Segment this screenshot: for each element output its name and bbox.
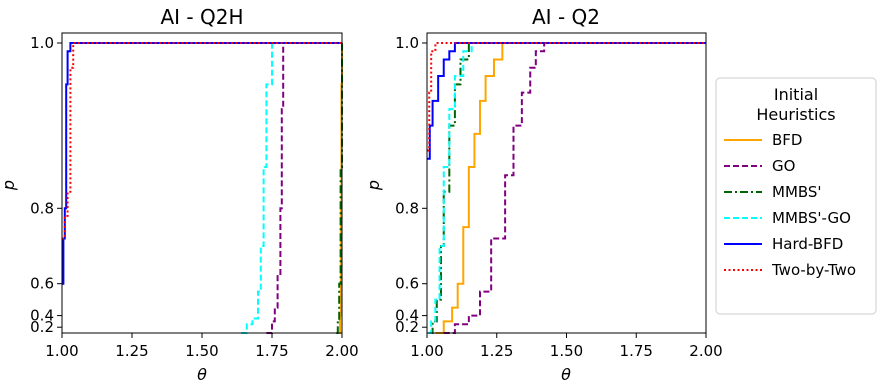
legend-label-two-by-two: Two-by-Two <box>771 261 856 279</box>
x-tick-label: 1.00 <box>410 342 443 360</box>
panel-ai-q2: AI - Q2 1.00 1.25 1.50 1.75 2.00 0.20.4 0.6 0.8… <box>364 5 723 384</box>
series-line-hard-bfd <box>427 42 706 160</box>
legend-box <box>715 77 877 315</box>
legend-title-line1: Initial <box>774 85 818 104</box>
panel-ai-q2h: AI - Q2H 1.00 1.25 1.50 1.75 2.00 0.20.4 0.6 0.… <box>0 5 359 384</box>
x-axis-label: θ <box>561 365 571 384</box>
series-line-two-by-two <box>427 42 706 152</box>
legend: Initial Heuristics BFD GO MMBS' MMBS'-GO Har… <box>715 77 877 315</box>
y-axis-label: p <box>364 180 383 191</box>
y-tick-label: 0.2 <box>395 318 419 336</box>
series-layer <box>62 42 343 334</box>
x-tick-label: 2.00 <box>689 342 722 360</box>
ticks-layer: 1.00 1.25 1.50 1.75 2.00 0.20.4 0.6 0.8 1.0 <box>395 34 723 360</box>
chart-title: AI - Q2H <box>160 5 243 29</box>
x-tick-label: 1.25 <box>115 342 148 360</box>
legend-label-bfd: BFD <box>772 131 802 149</box>
x-tick-label: 1.25 <box>480 342 513 360</box>
y-tick-label: 0.4 <box>30 307 54 325</box>
y-tick-label: 0.6 <box>395 275 419 293</box>
x-tick-label: 1.50 <box>550 342 583 360</box>
y-tick-label: 0.6 <box>30 275 54 293</box>
legend-label-mmbs: MMBS' <box>772 183 822 201</box>
y-axis-label: p <box>0 180 18 191</box>
series-line-bfd <box>435 42 706 334</box>
series-line-two-by-two <box>62 42 342 240</box>
y-tick-label: 1.0 <box>30 34 54 52</box>
x-tick-label: 1.75 <box>255 342 288 360</box>
series-line-go <box>443 42 706 334</box>
legend-label-go: GO <box>772 157 795 175</box>
legend-items: BFD GO MMBS' MMBS'-GO Hard-BFD Two-by-Two <box>724 131 856 279</box>
series-line-hard-bfd <box>62 42 342 285</box>
y-tick-label: 0.2 <box>30 318 54 336</box>
series-line-go <box>266 42 342 334</box>
x-tick-label: 1.75 <box>620 342 653 360</box>
legend-title-line2: Heuristics <box>756 105 835 124</box>
y-tick-label: 0.8 <box>395 199 419 217</box>
x-axis-label: θ <box>197 365 207 384</box>
y-tick-label: 0.4 <box>395 307 419 325</box>
series-line-mmbs-go <box>428 42 706 334</box>
x-tick-label: 1.50 <box>185 342 218 360</box>
series-line-mmbs-go <box>241 42 342 334</box>
plot-frame <box>61 32 343 334</box>
y-tick-label: 1.0 <box>395 34 419 52</box>
ticks-layer: 1.00 1.25 1.50 1.75 2.00 0.20.4 0.6 0.8 1.0 <box>30 34 359 360</box>
x-tick-label: 2.00 <box>325 342 358 360</box>
x-tick-label: 1.00 <box>45 342 78 360</box>
series-line-mmbs <box>429 42 706 334</box>
chart-title: AI - Q2 <box>532 5 600 29</box>
y-tick-label: 0.8 <box>30 199 54 217</box>
legend-label-hard-bfd: Hard-BFD <box>772 235 843 253</box>
series-layer <box>427 42 706 334</box>
legend-label-mmbs-go: MMBS'-GO <box>772 209 851 227</box>
